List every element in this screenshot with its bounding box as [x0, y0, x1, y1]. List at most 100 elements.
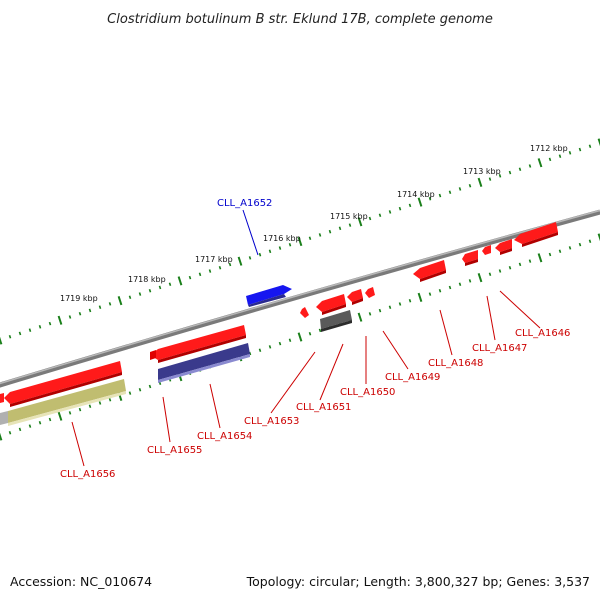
forward-track-minor-tick [208, 269, 212, 273]
forward-track-minor-tick [438, 193, 442, 198]
kbp-label-1712: 1712 kbp [530, 144, 568, 153]
reverse-track-minor-tick [528, 259, 532, 263]
gene-CLL_A1656[interactable] [0, 361, 122, 407]
forward-track-minor-tick [128, 295, 132, 300]
forward-track-major-tick [177, 276, 183, 286]
forward-track-minor-tick [588, 144, 592, 149]
reverse-genes [0, 222, 558, 426]
forward-genes [246, 285, 292, 307]
gene-label-CLL_A1653[interactable]: CLL_A1653 [244, 416, 299, 427]
gene-CLL_A1650[interactable] [316, 294, 346, 315]
forward-track-minor-tick [368, 216, 372, 221]
forward-track-major-tick [537, 158, 543, 168]
forward-track-minor-tick [108, 302, 112, 306]
reverse-track-minor-tick [318, 328, 322, 333]
gene-CLL_A1648[interactable] [413, 260, 446, 282]
reverse-track-minor-tick [498, 269, 502, 273]
forward-track-major-tick [357, 217, 363, 227]
gene-label-CLL_A1656[interactable]: CLL_A1656 [60, 469, 115, 480]
reverse-track-minor-tick [28, 424, 32, 428]
gene-CLL_A1649[interactable] [347, 287, 375, 305]
gene-label-CLL_A1648[interactable]: CLL_A1648 [428, 358, 483, 369]
reverse-track-minor-tick [368, 312, 372, 316]
gene-label-CLL_A1647[interactable]: CLL_A1647 [472, 343, 527, 354]
kbp-label-1716: 1716 kbp [263, 234, 301, 243]
reverse-track-minor-tick [148, 384, 152, 389]
reverse-track-minor-tick [258, 348, 262, 352]
gene-label-CLL_A1649[interactable]: CLL_A1649 [385, 372, 440, 383]
reverse-track-major-tick [477, 272, 483, 283]
gene-CLL_A1654[interactable] [150, 325, 246, 363]
reverse-track-minor-tick [558, 249, 562, 253]
forward-track-minor-tick [248, 256, 252, 260]
forward-track-major-tick [57, 315, 63, 325]
forward-track-minor-tick [558, 154, 562, 158]
forward-track-minor-tick [498, 174, 502, 178]
map-title: Clostridium botulinum B str. Eklund 17B,… [107, 12, 493, 27]
reverse-track-major-tick [297, 332, 303, 342]
forward-track-minor-tick [148, 288, 152, 293]
genome-backbone-highlight [0, 209, 600, 385]
gene-olive-segment[interactable] [0, 379, 126, 426]
forward-track-minor-tick [528, 164, 532, 168]
forward-track-minor-tick [488, 177, 492, 181]
reverse-track-minor-tick [428, 292, 432, 296]
reverse-track-minor-tick [78, 407, 82, 412]
reverse-track-major-tick [357, 312, 363, 322]
forward-track-minor-tick [258, 252, 262, 257]
gene-label-CLL_A1646[interactable]: CLL_A1646 [515, 328, 570, 339]
gene-label-CLL_A1650[interactable]: CLL_A1650 [340, 387, 395, 398]
reverse-track-minor-tick [138, 388, 142, 392]
forward-track-major-tick [0, 336, 3, 345]
forward-track-minor-tick [388, 210, 392, 214]
gene-labels: CLL_A1646 CLL_A1647 CLL_A1648 CLL_A1649 … [60, 198, 570, 480]
gene-CLL_A1651[interactable] [320, 310, 352, 332]
forward-track-minor-tick [188, 275, 192, 280]
forward-track-minor-tick [508, 170, 512, 175]
forward-track-minor-tick [278, 246, 282, 250]
reverse-track-minor-tick [68, 411, 72, 415]
forward-track-minor-tick [48, 321, 52, 326]
reverse-track-minor-tick [588, 239, 592, 244]
kbp-label-1718: 1718 kbp [128, 275, 166, 284]
forward-track-minor-tick [428, 197, 432, 201]
gene-CLL_A1646[interactable] [514, 222, 558, 247]
forward-track-major-tick [477, 177, 483, 188]
reverse-track-minor-tick [568, 246, 572, 250]
gene-label-CLL_A1654[interactable]: CLL_A1654 [197, 431, 252, 442]
reverse-track-minor-tick [88, 404, 92, 409]
gene-label-CLL_A1655[interactable]: CLL_A1655 [147, 445, 202, 456]
kbp-label-1719: 1719 kbp [60, 294, 98, 303]
forward-track-major-tick [237, 256, 243, 266]
reverse-track-minor-tick [108, 397, 112, 402]
gene-label-CLL_A1651[interactable]: CLL_A1651 [296, 402, 351, 413]
kbp-label-1713: 1713 kbp [463, 167, 501, 176]
genome-backbone [0, 209, 600, 388]
forward-track-minor-tick [28, 328, 32, 332]
accession-text: Accession: NC_010674 [10, 574, 152, 589]
forward-track-minor-tick [328, 229, 332, 234]
reverse-track-minor-tick [388, 305, 392, 310]
gene-CLL_A1652[interactable] [246, 285, 292, 307]
reverse-track-minor-tick [468, 279, 472, 283]
forward-track-minor-tick [448, 190, 452, 195]
reverse-track-major-tick [537, 253, 543, 263]
reverse-track-major-tick [417, 292, 423, 303]
reverse-track-minor-tick [448, 285, 452, 290]
forward-strand-tick-track [0, 138, 600, 345]
forward-track-minor-tick [398, 206, 402, 211]
reverse-track-minor-tick [378, 308, 382, 313]
gene-CLL_A1653[interactable] [300, 307, 309, 318]
gene-label-CLL_A1652[interactable]: CLL_A1652 [217, 198, 272, 209]
gene-CLL_A1655[interactable] [158, 343, 250, 383]
forward-track-minor-tick [288, 243, 292, 247]
forward-track-major-tick [597, 138, 600, 147]
forward-track-minor-tick [138, 292, 142, 296]
reverse-track-minor-tick [578, 242, 582, 247]
reverse-track-major-tick [57, 411, 63, 421]
gene-CLL_A1647[interactable] [462, 239, 512, 266]
reverse-track-minor-tick [548, 252, 552, 257]
kbp-label-1714: 1714 kbp [397, 190, 435, 199]
forward-track-minor-tick [158, 285, 162, 290]
forward-track-minor-tick [338, 226, 342, 231]
